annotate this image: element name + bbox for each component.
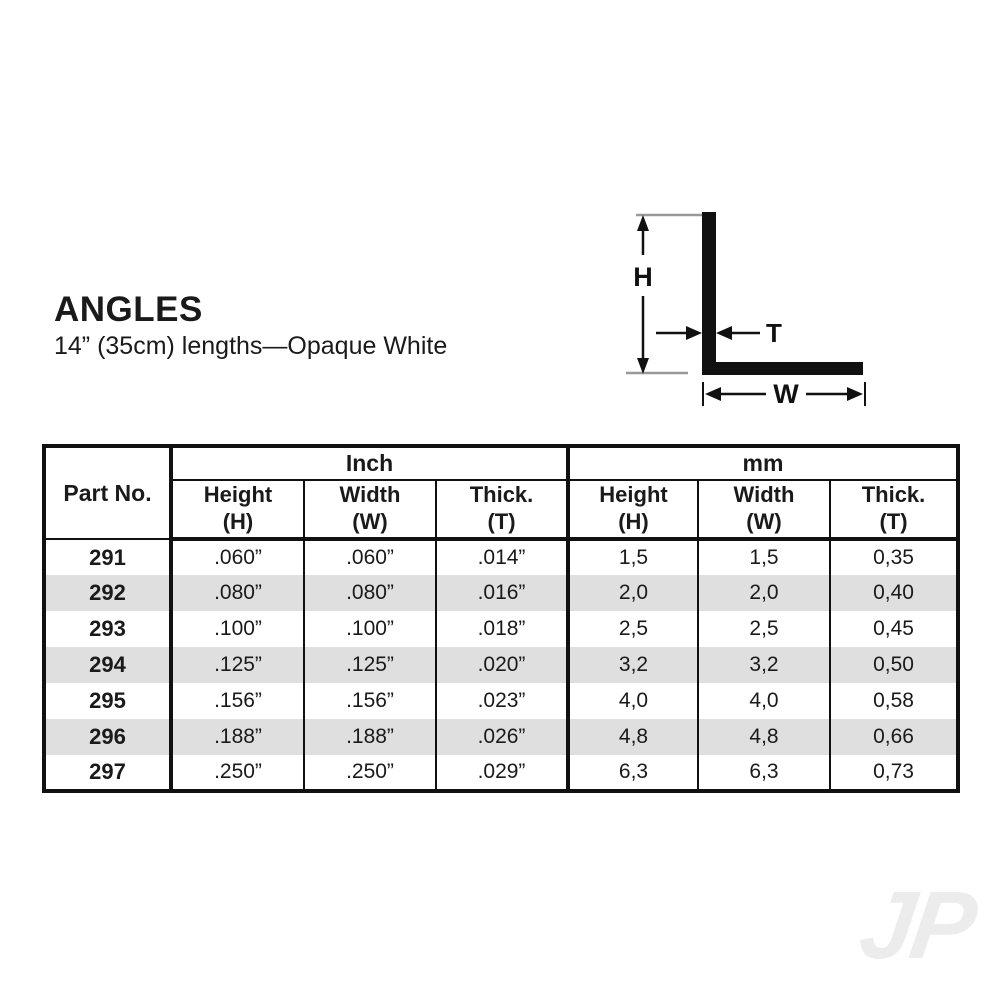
mm-height: 2,5 bbox=[568, 611, 699, 647]
inch-width: .250” bbox=[304, 755, 437, 791]
page-title: ANGLES bbox=[54, 290, 203, 329]
inch-width: .188” bbox=[304, 719, 437, 755]
page-subtitle: 14” (35cm) lengths—Opaque White bbox=[54, 332, 448, 360]
inch-width: .156” bbox=[304, 683, 437, 719]
part-number: 291 bbox=[44, 539, 173, 575]
column-header-mm-height: Height (H) bbox=[568, 480, 699, 541]
part-number: 295 bbox=[44, 683, 173, 719]
inch-height: .125” bbox=[171, 647, 305, 683]
part-number: 292 bbox=[44, 575, 173, 611]
inch-thick: .014” bbox=[436, 539, 570, 575]
mm-width: 4,8 bbox=[698, 719, 831, 755]
inch-width: .125” bbox=[304, 647, 437, 683]
mm-thick: 0,58 bbox=[830, 683, 959, 719]
inch-thick: .018” bbox=[436, 611, 570, 647]
group-header-row: Part No. Inch mm bbox=[44, 446, 959, 540]
inch-thick: .026” bbox=[436, 719, 570, 755]
table-row-294: 294 .125” .125” .020” 3,2 3,2 0,50 bbox=[44, 647, 959, 683]
group-header-mm: mm bbox=[568, 446, 959, 481]
mm-height: 4,0 bbox=[568, 683, 699, 719]
mm-height: 6,3 bbox=[568, 755, 699, 791]
table-row-297: 297 .250” .250” .029” 6,3 6,3 0,73 bbox=[44, 755, 959, 791]
column-header-inch-width: Width (W) bbox=[304, 480, 437, 541]
inch-thick: .020” bbox=[436, 647, 570, 683]
thickness-arrowhead-right bbox=[686, 326, 702, 340]
mm-width: 6,3 bbox=[698, 755, 831, 791]
mm-width: 4,0 bbox=[698, 683, 831, 719]
angle-horizontal-leg bbox=[702, 362, 863, 375]
column-header-inch-height: Height (H) bbox=[171, 480, 305, 541]
height-label: H bbox=[633, 262, 653, 292]
table-row-292: 292 .080” .080” .016” 2,0 2,0 0,40 bbox=[44, 575, 959, 611]
sub-header-row: Height (H) Width (W) Thick. (T) Height (… bbox=[44, 480, 959, 541]
mm-height: 1,5 bbox=[568, 539, 699, 575]
inch-height: .156” bbox=[171, 683, 305, 719]
angle-vertical-leg bbox=[702, 212, 716, 375]
part-number: 297 bbox=[44, 755, 173, 791]
column-header-part-no: Part No. bbox=[44, 446, 173, 540]
column-header-mm-thick: Thick. (T) bbox=[830, 480, 959, 541]
mm-width: 1,5 bbox=[698, 539, 831, 575]
mm-width: 2,0 bbox=[698, 575, 831, 611]
mm-thick: 0,45 bbox=[830, 611, 959, 647]
thickness-label: T bbox=[766, 318, 782, 348]
column-header-inch-thick: Thick. (T) bbox=[436, 480, 570, 541]
inch-height: .250” bbox=[171, 755, 305, 791]
mm-width: 3,2 bbox=[698, 647, 831, 683]
height-arrowhead-down bbox=[637, 358, 649, 374]
inch-thick: .023” bbox=[436, 683, 570, 719]
table-row-295: 295 .156” .156” .023” 4,0 4,0 0,58 bbox=[44, 683, 959, 719]
mm-height: 4,8 bbox=[568, 719, 699, 755]
angles-spec-table: Part No. Inch mm Height (H) Width (W) Th… bbox=[42, 444, 960, 793]
jp-watermark-logo: JP bbox=[853, 872, 980, 979]
part-number: 296 bbox=[44, 719, 173, 755]
table-row-296: 296 .188” .188” .026” 4,8 4,8 0,66 bbox=[44, 719, 959, 755]
mm-height: 2,0 bbox=[568, 575, 699, 611]
width-label: W bbox=[773, 379, 799, 409]
inch-width: .060” bbox=[304, 539, 437, 575]
inch-thick: .029” bbox=[436, 755, 570, 791]
table-row-291: 291 .060” .060” .014” 1,5 1,5 0,35 bbox=[44, 539, 959, 575]
mm-thick: 0,73 bbox=[830, 755, 959, 791]
inch-height: .100” bbox=[171, 611, 305, 647]
inch-thick: .016” bbox=[436, 575, 570, 611]
mm-height: 3,2 bbox=[568, 647, 699, 683]
width-arrowhead-left bbox=[705, 387, 721, 401]
inch-width: .080” bbox=[304, 575, 437, 611]
mm-thick: 0,50 bbox=[830, 647, 959, 683]
group-header-inch: Inch bbox=[171, 446, 570, 481]
table-row-293: 293 .100” .100” .018” 2,5 2,5 0,45 bbox=[44, 611, 959, 647]
height-arrowhead-up bbox=[637, 215, 649, 231]
inch-height: .188” bbox=[171, 719, 305, 755]
mm-thick: 0,66 bbox=[830, 719, 959, 755]
mm-width: 2,5 bbox=[698, 611, 831, 647]
width-arrowhead-right bbox=[847, 387, 863, 401]
column-header-mm-width: Width (W) bbox=[698, 480, 831, 541]
thickness-arrowhead-left bbox=[716, 326, 732, 340]
part-number: 293 bbox=[44, 611, 173, 647]
inch-height: .060” bbox=[171, 539, 305, 575]
inch-height: .080” bbox=[171, 575, 305, 611]
inch-width: .100” bbox=[304, 611, 437, 647]
mm-thick: 0,40 bbox=[830, 575, 959, 611]
mm-thick: 0,35 bbox=[830, 539, 959, 575]
heading-block: ANGLES 14” (35cm) lengths—Opaque White bbox=[54, 292, 447, 361]
part-number: 294 bbox=[44, 647, 173, 683]
angle-cross-section-diagram: H T W bbox=[626, 212, 866, 409]
